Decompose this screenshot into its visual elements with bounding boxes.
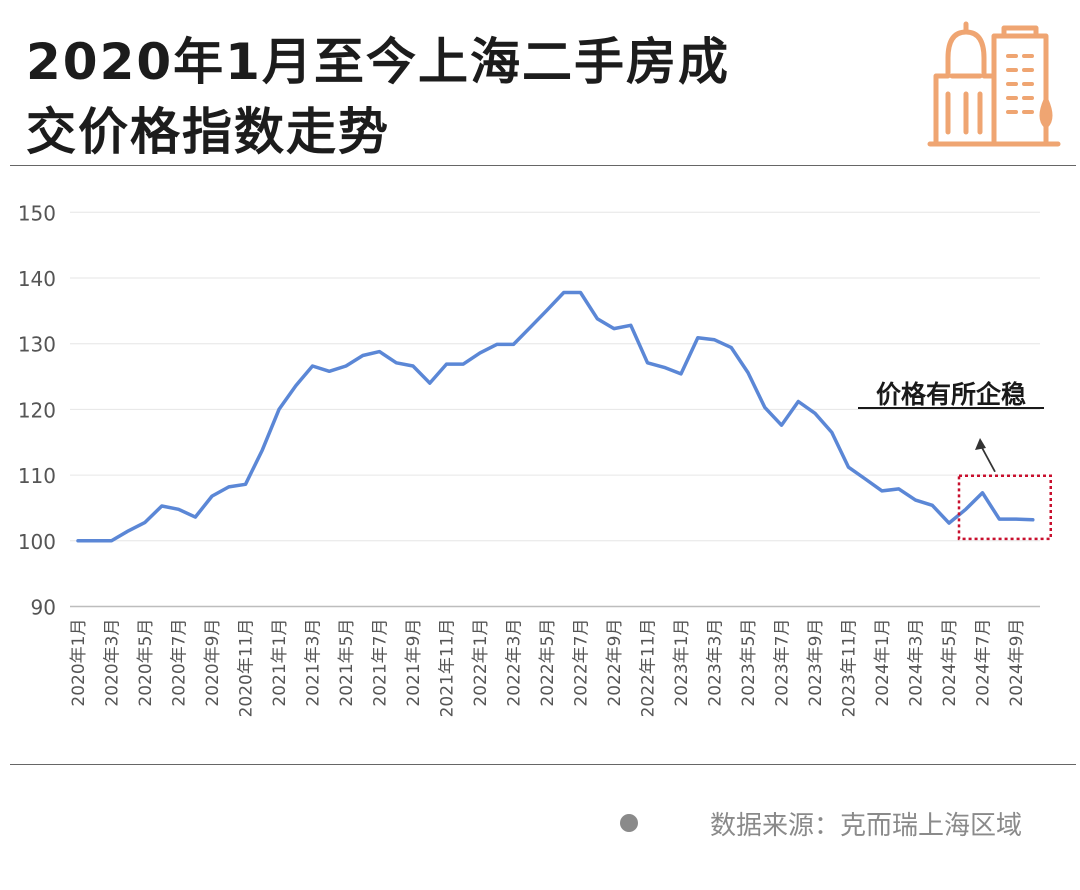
city-buildings-icon [927,21,1061,147]
y-tick-label-150: 150 [18,201,56,225]
y-tick-label-140: 140 [18,267,56,291]
x-tick-label: 2024年1月 [873,619,893,707]
x-tick-label: 2024年5月 [940,619,960,707]
page-title-line-1: 2020年1月至今上海二手房成 [26,33,730,91]
header: 2020年1月至今上海二手房成 交价格指数走势 [0,0,1080,165]
x-tick-label: 2023年3月 [706,619,726,707]
x-tick-label: 2021年3月 [304,619,324,707]
series-line-price-index [76,290,1035,543]
x-tick-label: 2024年3月 [907,619,927,707]
x-tick-label: 2021年5月 [337,619,357,707]
x-tick-label: 2023年11月 [840,619,860,718]
x-tick-label: 2022年3月 [505,619,525,707]
x-tick-label: 2021年11月 [438,619,458,718]
source-footer: 数据来源：克而瑞上海区域 [620,805,1022,841]
y-tick-label-110: 110 [18,464,56,488]
x-tick-label: 2022年11月 [639,619,659,718]
x-tick-label: 2023年5月 [739,619,759,707]
x-tick-label: 2021年9月 [404,619,424,707]
y-tick-label-100: 100 [18,530,56,554]
y-tick-label-130: 130 [18,333,56,357]
x-tick-label: 2022年9月 [605,619,625,707]
y-tick-label-90: 90 [31,596,56,620]
y-tick-label-120: 120 [18,398,56,422]
source-dot-icon [620,814,638,832]
x-tick-label: 2020年1月 [69,619,89,707]
x-tick-label: 2021年7月 [371,619,391,707]
grid-lines [70,211,1040,542]
y-axis-ticks: 90 100 110 120 130 140 150 [18,201,56,619]
series-line [76,290,1035,543]
x-tick-label: 2020年9月 [203,619,223,707]
x-tick-label: 2022年1月 [471,619,491,707]
page-title-line-2: 交价格指数走势 [26,103,390,161]
x-tick-label: 2021年1月 [270,619,290,707]
source-text: 数据来源：克而瑞上海区域 [710,810,1023,841]
annotation-box [957,474,1052,541]
x-tick-label: 2020年7月 [170,619,190,707]
x-tick-label: 2023年7月 [773,619,793,707]
x-tick-label: 2023年9月 [806,619,826,707]
annotation-layer: 价格有所企稳 [858,380,1052,541]
x-tick-label: 2023年1月 [672,619,692,707]
annotation-label: 价格有所企稳 [876,380,1026,409]
x-tick-label: 2022年7月 [572,619,592,707]
x-tick-label: 2020年11月 [237,619,257,718]
annotation-arrow-head [975,438,986,450]
x-tick-label: 2022年5月 [538,619,558,707]
x-tick-label: 2020年3月 [103,619,123,707]
x-tick-label: 2024年7月 [974,619,994,707]
x-tick-label: 2024年9月 [1007,619,1027,707]
x-axis-ticks: 2020年1月 2020年3月 2020年5月 2020年7月 2020年9月 2020年… [69,619,1027,718]
top-divider [10,165,1076,166]
x-tick-label: 2020年5月 [136,619,156,707]
bottom-divider [10,764,1076,765]
